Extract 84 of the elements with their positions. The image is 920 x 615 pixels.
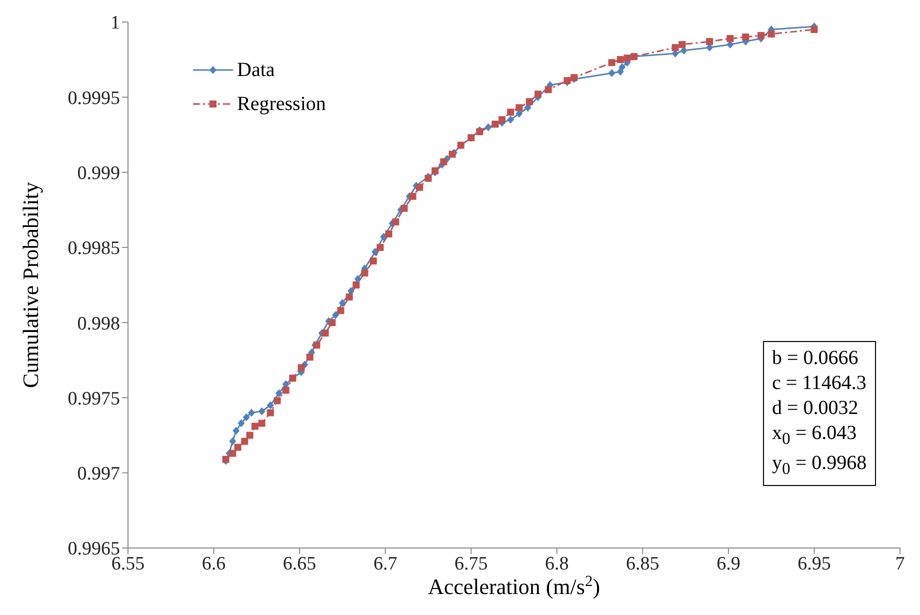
point xyxy=(251,422,258,430)
y-tick-label: 0.999 xyxy=(77,163,120,184)
point xyxy=(234,444,242,451)
annotation: c = 11464.3 xyxy=(772,371,867,396)
x-axis-title: Acceleration (m/s$^{2}$) xyxy=(428,572,600,599)
point xyxy=(507,116,514,124)
annotation: y$_{0}$ = 0.9968 xyxy=(772,451,867,480)
y-tick-label: 1 xyxy=(110,12,120,34)
point xyxy=(498,116,506,124)
point xyxy=(409,192,416,200)
x-tick-label: 7 xyxy=(895,553,905,574)
point xyxy=(608,69,616,78)
point xyxy=(385,230,392,238)
y-tick-label: 0.9985 xyxy=(68,238,120,260)
point xyxy=(376,244,384,251)
point xyxy=(608,59,616,66)
point xyxy=(492,120,499,128)
y-tick-label: 0.997 xyxy=(77,464,120,485)
annotation: d = 0.0032 xyxy=(772,396,860,421)
point xyxy=(274,397,281,404)
point xyxy=(372,248,379,256)
point xyxy=(534,90,542,98)
y-tick-label: 0.9995 xyxy=(68,88,120,109)
point xyxy=(726,35,734,42)
point xyxy=(322,330,329,337)
point xyxy=(380,232,388,241)
x-tick-label: 6.95 xyxy=(798,553,831,574)
point xyxy=(370,257,377,264)
point xyxy=(232,426,240,435)
point xyxy=(392,218,400,226)
point xyxy=(282,386,290,394)
point xyxy=(544,86,552,94)
point xyxy=(516,104,523,112)
point xyxy=(338,299,346,308)
point xyxy=(258,407,266,416)
point xyxy=(238,419,245,428)
point xyxy=(768,30,775,38)
point xyxy=(507,108,514,116)
point xyxy=(526,98,533,106)
point xyxy=(346,294,353,301)
point xyxy=(275,389,282,398)
x-tick-label: 6.6 xyxy=(202,553,226,574)
point xyxy=(332,311,340,320)
point xyxy=(361,269,368,276)
x-tick-label: 6.7 xyxy=(373,553,398,574)
point xyxy=(616,56,624,64)
point xyxy=(266,401,274,410)
point xyxy=(241,438,248,445)
point xyxy=(352,282,360,288)
x-tick-label: 6.85 xyxy=(626,553,660,574)
legend-label: Regression xyxy=(237,92,326,116)
point xyxy=(266,409,274,416)
point xyxy=(758,32,765,40)
point xyxy=(306,354,314,361)
point xyxy=(484,123,492,132)
legend-label: Data xyxy=(237,58,275,82)
y-axis-title: Cumulative Probability xyxy=(18,182,43,388)
point xyxy=(416,184,424,191)
x-tick-label: 6.65 xyxy=(282,553,316,574)
point xyxy=(618,63,626,72)
point xyxy=(246,432,254,439)
point xyxy=(440,158,448,166)
point xyxy=(624,54,631,62)
y-tick-label: 0.9975 xyxy=(68,388,120,410)
y-tick-label: 0.998 xyxy=(77,313,120,334)
point xyxy=(678,41,686,48)
point xyxy=(248,408,256,417)
point xyxy=(229,450,236,457)
point xyxy=(400,204,408,212)
point xyxy=(810,26,818,34)
x-tick-label: 6.75 xyxy=(454,553,488,574)
point xyxy=(298,364,305,372)
point xyxy=(337,307,344,314)
annotation: b = 0.0666 xyxy=(772,346,860,371)
point xyxy=(328,319,336,326)
point xyxy=(706,38,714,46)
x-tick-label: 6.9 xyxy=(716,553,740,574)
point xyxy=(229,437,236,446)
point xyxy=(258,420,266,427)
point xyxy=(672,44,679,52)
annotation: x$_{0}$ = 6.043 xyxy=(772,421,858,450)
point xyxy=(242,413,250,422)
point xyxy=(742,34,750,41)
x-tick-label: 6.8 xyxy=(545,553,569,574)
